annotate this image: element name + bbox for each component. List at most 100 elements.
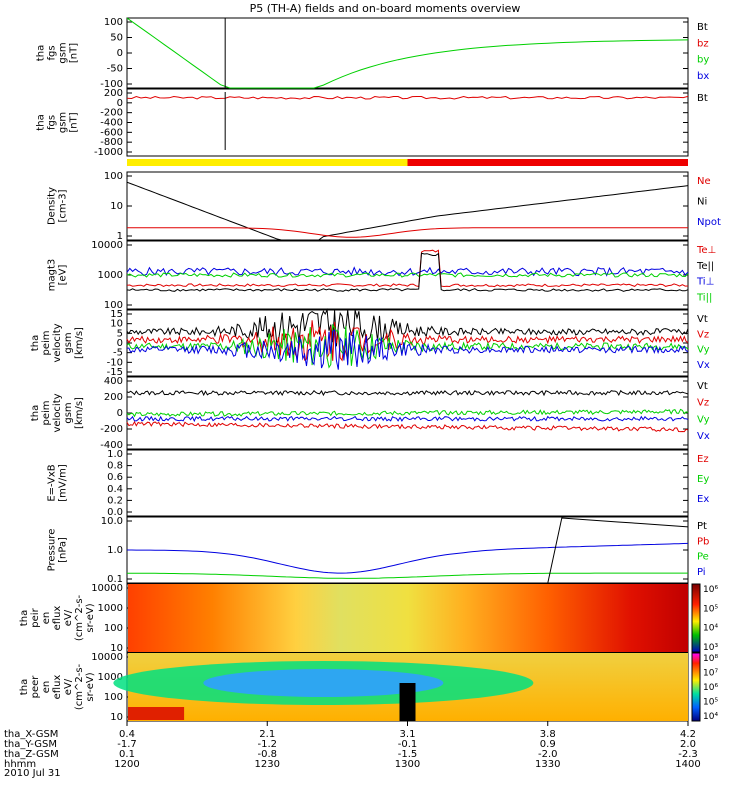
y-axis-label: Density	[47, 187, 58, 225]
y-axis-label: fgs	[47, 115, 58, 130]
pi-line	[127, 542, 689, 574]
panel-fgs-gsm: 100 50 0 -50 -100 tha fgs gsm [nT] Bt bz by bx	[36, 17, 710, 90]
y-tick-label: 1000	[98, 270, 123, 281]
legend-entry: Ez	[697, 454, 709, 465]
colorbar-scale	[691, 652, 701, 722]
y-tick-label: 10000	[91, 583, 123, 594]
x-axis-value: 4.2	[680, 729, 696, 740]
colorbar-label: 10⁴	[703, 712, 718, 722]
y-tick-label: 200	[104, 392, 123, 403]
y-axis-label: [nT]	[69, 43, 80, 63]
x-axis-row-label: hhmm	[4, 759, 36, 770]
x-axis-value: 2.1	[259, 729, 275, 740]
x-axis-value: 0.1	[119, 749, 135, 760]
y-axis-label: [eV]	[58, 265, 69, 286]
panel-frame	[126, 88, 689, 157]
colorbar-scale	[691, 583, 701, 653]
y-axis-label: [nPa]	[58, 537, 69, 563]
y-axis-label: eflux	[52, 606, 63, 631]
y-tick-label: 0.6	[107, 472, 123, 483]
y-tick-label: -10	[107, 357, 123, 368]
y-axis-label: eV/	[63, 678, 74, 695]
y-tick-label: 100	[104, 300, 123, 311]
x-axis-value: 1330	[535, 759, 560, 770]
legend-entry: Ey	[697, 474, 709, 485]
y-axis-label: tha	[36, 114, 47, 130]
legend-entry: Pi	[697, 567, 706, 578]
vz-line	[126, 320, 689, 362]
legend-entry: bx	[697, 71, 709, 82]
y-tick-label: 0.8	[107, 461, 123, 472]
y-axis-label: tha	[36, 45, 47, 61]
y-tick-label: 10.0	[101, 516, 123, 527]
y-axis-label: [km/s]	[74, 397, 85, 429]
y-tick-label: 5	[117, 328, 123, 339]
ti-par-line	[126, 272, 689, 278]
y-tick-label: -400	[100, 440, 123, 451]
y-tick-label: 1	[117, 231, 123, 242]
y-tick-label: 10	[110, 319, 123, 330]
y-tick-label: 400	[104, 376, 123, 387]
y-tick-label: 0.1	[107, 574, 123, 585]
y-tick-label: 200	[104, 88, 123, 99]
y-axis-label: tha	[19, 610, 30, 626]
y-tick-label: -15	[107, 367, 123, 378]
legend-entry: Bt	[697, 22, 708, 33]
legend-entry: Vz	[697, 329, 709, 340]
vx-line	[126, 415, 689, 423]
y-tick-label: 1000	[98, 672, 123, 683]
pe-line	[127, 572, 688, 579]
y-tick-label: 10	[110, 201, 123, 212]
x-axis-value: 0.4	[119, 729, 135, 740]
y-axis-label: gsm	[58, 112, 69, 133]
y-axis-label: fgs	[47, 45, 58, 60]
y-axis-label: eflux	[52, 675, 63, 700]
panel-frame	[126, 171, 689, 241]
y-axis-label: (cm^2-s-	[74, 663, 85, 710]
colorbar: 10⁶ 10⁵ 10⁴ 10³	[691, 583, 718, 653]
vt-line	[126, 389, 689, 397]
y-tick-label: 10000	[91, 240, 123, 251]
y-tick-label: 1000	[98, 603, 123, 614]
y-axis-label: sr-eV)	[85, 672, 96, 701]
y-tick-label: -200	[100, 108, 123, 119]
y-axis-label: [cm-3]	[58, 189, 69, 222]
y-tick-label: 0.4	[107, 484, 123, 495]
y-axis-label: tha	[30, 405, 41, 421]
x-axis-labels: tha_X-GSM 0.4 2.1 3.1 3.8 4.2 tha_Y-GSM -1.7 -1.…	[4, 721, 701, 770]
y-axis-label: peer	[30, 675, 41, 699]
y-tick-label: 0	[117, 48, 123, 59]
x-axis-row-label: tha_Y-GSM	[4, 739, 57, 750]
date-label: 2010 Jul 31	[4, 768, 61, 779]
bz-line	[126, 95, 689, 100]
y-axis-label: tha	[30, 335, 41, 351]
y-tick-label: 1.0	[107, 449, 123, 460]
y-tick-label: 50	[110, 33, 123, 44]
y-axis-label: magt3	[47, 259, 58, 292]
x-axis-value: -0.1	[398, 739, 418, 750]
y-axis-label: peim	[41, 400, 52, 425]
y-axis-label: peim	[41, 330, 52, 355]
y-axis-label: eV/	[63, 609, 74, 626]
x-axis-value: -2.3	[678, 749, 698, 760]
y-axis-label: E=-VxB	[47, 464, 58, 501]
chart-title: P5 (TH-A) fields and on-board moments ov…	[250, 2, 521, 15]
y-tick-label: -600	[100, 127, 123, 138]
x-axis-value: 1200	[114, 759, 139, 770]
y-axis-label: gsm	[63, 332, 74, 353]
legend-entry: Pb	[697, 536, 709, 547]
y-tick-label: -1000	[94, 147, 123, 158]
ni-line	[126, 181, 689, 241]
elec-low-band	[128, 707, 185, 720]
vy-line	[126, 408, 689, 418]
elec-core	[203, 669, 444, 697]
pt-line	[127, 517, 689, 584]
y-axis-label: sr-eV)	[85, 603, 96, 632]
legend-entry: Vx	[697, 360, 710, 371]
legend-entry: Vx	[697, 431, 710, 442]
y-tick-label: -400	[100, 118, 123, 129]
ne-line	[127, 227, 688, 238]
y-tick-label: 0.2	[107, 495, 123, 506]
panel-ion-spec: 10000 1000 100 10 tha peir en eflux eV/(cm^2-s-s…	[19, 583, 718, 654]
